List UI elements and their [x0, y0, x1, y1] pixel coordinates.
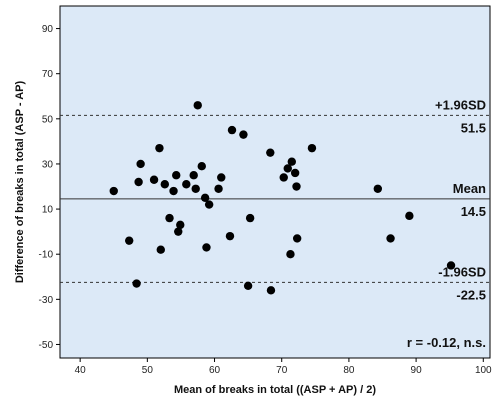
data-point	[182, 180, 190, 188]
y-axis: -50 -30 -10 10 30 50 70 90	[39, 24, 60, 351]
data-point	[202, 243, 210, 251]
y-axis-title: Difference of breaks in total (ASP - AP)	[14, 81, 26, 284]
y-tick-label: -10	[39, 250, 54, 261]
data-point	[176, 221, 184, 229]
data-point	[280, 173, 288, 181]
y-tick-label: 50	[42, 114, 54, 125]
reference-line-label: Mean	[453, 181, 486, 196]
x-tick-label: 60	[209, 365, 221, 376]
data-point	[161, 180, 169, 188]
data-point	[246, 214, 254, 222]
data-point	[291, 169, 299, 177]
data-point	[172, 171, 180, 179]
data-point	[244, 282, 252, 290]
data-point	[308, 144, 316, 152]
data-point	[150, 176, 158, 184]
x-tick-label: 40	[75, 365, 87, 376]
data-point	[194, 101, 202, 109]
data-point	[293, 234, 301, 242]
x-axis-title: Mean of breaks in total ((ASP + AP) / 2)	[174, 384, 376, 396]
data-point	[228, 126, 236, 134]
data-point	[165, 214, 173, 222]
data-point	[266, 148, 274, 156]
correlation-annotation: r = -0.12, n.s.	[407, 335, 486, 350]
x-axis: 40 50 60 70 80 90 100	[75, 358, 492, 376]
data-point	[136, 160, 144, 168]
data-point	[226, 232, 234, 240]
data-point	[374, 185, 382, 193]
x-tick-label: 90	[411, 365, 423, 376]
data-point	[157, 245, 165, 253]
reference-line-value: -22.5	[456, 287, 486, 302]
data-point	[169, 187, 177, 195]
data-point	[132, 279, 140, 287]
y-tick-label: 10	[42, 205, 54, 216]
y-tick-label: -50	[39, 340, 54, 351]
x-tick-label: 80	[343, 365, 355, 376]
data-point	[155, 144, 163, 152]
data-point	[239, 130, 247, 138]
data-point	[292, 182, 300, 190]
x-tick-label: 70	[276, 365, 288, 376]
data-point	[134, 178, 142, 186]
data-point	[190, 171, 198, 179]
data-point	[386, 234, 394, 242]
y-tick-label: 90	[42, 24, 54, 35]
data-point	[286, 250, 294, 258]
y-tick-label: 70	[42, 69, 54, 80]
reference-line-value: 51.5	[461, 120, 486, 135]
y-tick-label: -30	[39, 295, 54, 306]
reference-line-label: +1.96SD	[435, 97, 486, 112]
x-tick-label: 100	[475, 365, 492, 376]
y-tick-label: 30	[42, 159, 54, 170]
data-point	[214, 185, 222, 193]
x-tick-label: 50	[142, 365, 154, 376]
data-point	[198, 162, 206, 170]
data-point	[110, 187, 118, 195]
reference-line-value: 14.5	[461, 204, 486, 219]
data-point	[192, 185, 200, 193]
data-point	[267, 286, 275, 294]
data-point	[125, 236, 133, 244]
plot-area	[60, 6, 490, 358]
reference-line-label: -1.96SD	[438, 264, 486, 279]
data-point	[217, 173, 225, 181]
data-point	[405, 212, 413, 220]
data-point	[288, 157, 296, 165]
data-point	[205, 200, 213, 208]
